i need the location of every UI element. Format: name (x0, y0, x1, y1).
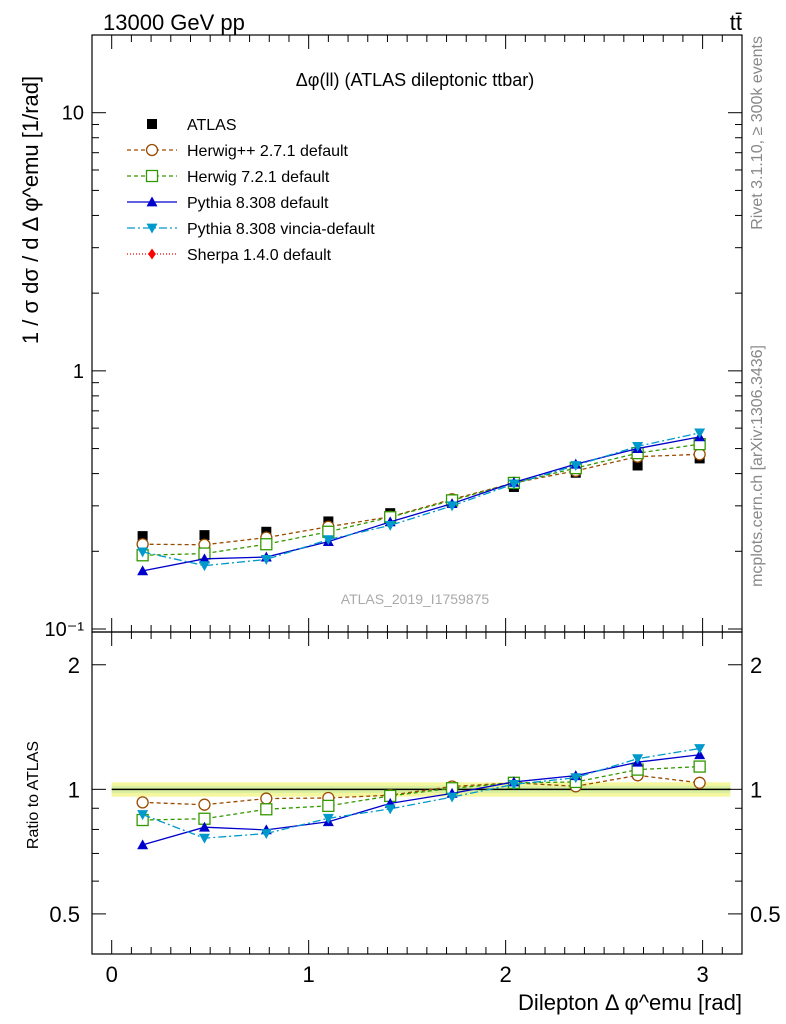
legend-item-herwig-7-2-1-default: Herwig 7.2.1 default (127, 169, 330, 186)
data-point-pythia-8-308-vincia-default (508, 479, 520, 490)
y-axis-label: 1 / σ dσ / d Δ φ^emu [1/rad] (18, 76, 43, 344)
data-point-atlas (137, 531, 148, 542)
ratio-point-herwig-2-7-1-default (198, 798, 211, 811)
ratio-point-pythia-8-308-vincia-default (632, 754, 644, 765)
data-point-pythia-8-308-vincia-default (446, 501, 458, 512)
legend-marker (145, 169, 159, 183)
x-tick-label: 2 (500, 962, 512, 987)
x-tick-label: 0 (106, 962, 118, 987)
series-line-pythia-8-308-vincia-default (142, 432, 700, 567)
legend-item-pythia-8-308-vincia-default: Pythia 8.308 vincia-default (127, 221, 375, 238)
legend-item-sherpa-1-4-0-default: Sherpa 1.4.0 default (127, 247, 332, 264)
ratio-line-herwig-7-2-1-default (142, 765, 700, 821)
legend-label: Herwig 7.2.1 default (187, 169, 330, 186)
ratio-y-axis-label: Ratio to ATLAS (25, 741, 42, 849)
y-tick-label: 1 (73, 361, 84, 383)
ratio-uncertainty-band (111, 782, 731, 797)
legend-label: Herwig++ 2.7.1 default (187, 143, 349, 160)
data-point-atlas (199, 530, 210, 541)
legend-marker (147, 119, 157, 129)
data-point-pythia-8-308-vincia-default (198, 561, 210, 572)
x-axis-label: Dilepton Δ φ^emu [rad] (518, 990, 742, 1015)
y-tick-label: 10⁻¹ (45, 619, 85, 641)
ratio-y-tick-label: 1 (68, 777, 80, 802)
rivet-label: Rivet 3.1.10, ≥ 300k events (749, 36, 766, 230)
legend-marker (148, 248, 156, 260)
main-series (136, 428, 706, 576)
ratio-point-pythia-8-308-default (198, 821, 210, 832)
legend-item-pythia-8-308-default: Pythia 8.308 default (127, 195, 329, 212)
legend-label: Pythia 8.308 vincia-default (187, 221, 375, 238)
ratio-line-herwig-2-7-1-default (142, 774, 700, 806)
ratio-point-pythia-8-308-default (137, 839, 149, 850)
ratio-point-herwig-7-2-1-default (693, 760, 706, 773)
x-tick-label: 1 (303, 962, 315, 987)
ratio-series (136, 744, 706, 850)
ratio-point-pythia-8-308-vincia-default (570, 773, 582, 784)
data-point-pythia-8-308-default (198, 553, 210, 564)
ratio-y-tick-label: 0.5 (49, 902, 80, 927)
legend-label: ATLAS (187, 117, 237, 134)
legend: ATLAS Herwig++ 2.7.1 default Herwig 7.2.1 … (127, 117, 375, 264)
data-point-pythia-8-308-vincia-default (322, 535, 334, 546)
ratio-frame (91, 631, 743, 955)
series-line-herwig-2-7-1-default (142, 453, 700, 546)
ratio-y-tick-label: 2 (68, 653, 80, 678)
ratio-point-herwig-7-2-1-default (260, 803, 273, 816)
header-process: tt̄ (730, 10, 742, 35)
y-tick-label: 10 (62, 103, 84, 125)
mcplots-label: mcplots.cern.ch [arXiv:1306.3436] (749, 345, 766, 587)
ratio-point-pythia-8-308-vincia-default (260, 829, 272, 840)
ratio-y-tick-label: 2 (750, 653, 762, 678)
ratio-point-pythia-8-308-vincia-default (508, 779, 520, 790)
axis-tick-labels: 0 1 2 3 10⁻¹ 1 10 0.5 0.5 1 1 2 2 (45, 103, 781, 987)
ratio-point-pythia-8-308-vincia-default (384, 804, 396, 815)
data-point-pythia-8-308-vincia-default (694, 428, 706, 439)
legend-marker (146, 196, 158, 207)
chart-title: Δφ(ll) (ATLAS dileptonic ttbar) (296, 70, 534, 90)
data-point-pythia-8-308-vincia-default (137, 547, 149, 558)
ratio-point-pythia-8-308-vincia-default (694, 744, 706, 755)
series-line-herwig-7-2-1-default (142, 443, 700, 556)
header-energy: 13000 GeV pp (103, 10, 245, 35)
legend-marker (145, 143, 159, 157)
ratio-point-pythia-8-308-default (694, 749, 706, 760)
ratio-point-pythia-8-308-vincia-default (198, 833, 210, 844)
data-point-herwig-7-2-1-default (260, 538, 273, 551)
series-line-pythia-8-308-default (142, 436, 700, 572)
data-point-pythia-8-308-vincia-default (570, 461, 582, 471)
legend-label: Sherpa 1.4.0 default (187, 247, 332, 264)
legend-marker (146, 223, 158, 234)
legend-label: Pythia 8.308 default (187, 195, 329, 212)
data-point-pythia-8-308-default (137, 565, 149, 576)
legend-item-herwig-2-7-1-default: Herwig++ 2.7.1 default (127, 143, 349, 160)
ratio-point-pythia-8-308-vincia-default (322, 813, 334, 824)
ratio-point-herwig-2-7-1-default (693, 776, 706, 789)
ratio-line-pythia-8-308-vincia-default (142, 747, 700, 839)
data-point-atlas (632, 460, 643, 471)
data-point-pythia-8-308-vincia-default (632, 441, 644, 452)
ratio-point-herwig-7-2-1-default (322, 799, 335, 813)
ratio-point-herwig-2-7-1-default (136, 796, 149, 809)
axis-ticks (92, 34, 743, 955)
data-point-pythia-8-308-vincia-default (260, 555, 272, 565)
data-point-herwig-2-7-1-default (693, 448, 706, 461)
ratio-y-tick-label: 0.5 (750, 902, 781, 927)
ratio-point-pythia-8-308-vincia-default (137, 810, 149, 821)
ratio-point-herwig-2-7-1-default (260, 792, 273, 805)
data-point-pythia-8-308-vincia-default (384, 520, 396, 531)
ratio-y-tick-label: 1 (750, 777, 762, 802)
x-tick-label: 3 (696, 962, 708, 987)
watermark: ATLAS_2019_I1759875 (341, 591, 490, 607)
legend-item-atlas: ATLAS (147, 117, 237, 134)
ratio-line-pythia-8-308-default (142, 754, 700, 846)
ratio-point-pythia-8-308-vincia-default (446, 792, 458, 803)
